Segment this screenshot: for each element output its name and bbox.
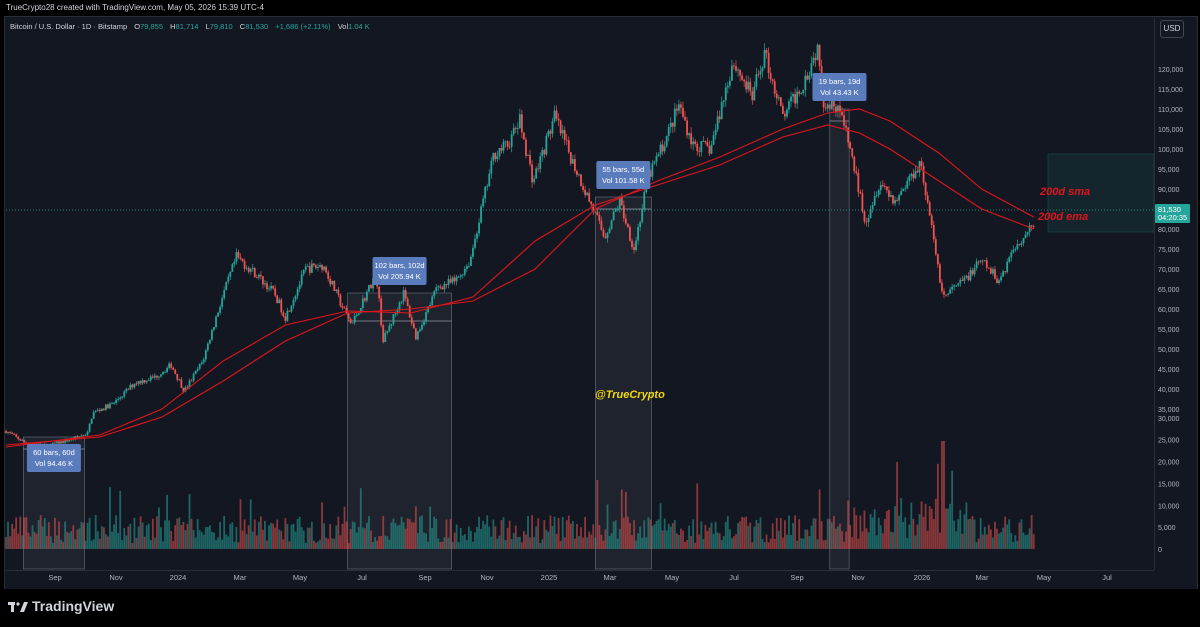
credit-text: TrueCrypto28 created with TradingView.co… [6,3,264,12]
bottom-bar [0,589,1200,627]
open-label: O [134,22,141,31]
low-value: 79,810 [209,22,233,31]
price-axis[interactable] [1154,18,1191,570]
tradingview-logo-icon [8,602,28,612]
volume-value: 1.04 K [348,22,370,31]
tradingview-brand[interactable]: TradingView [8,598,114,614]
top-bar: TrueCrypto28 created with TradingView.co… [0,0,1200,16]
low-label: L [205,22,210,31]
volume-label: Vol [337,22,349,31]
chart-legend: Bitcoin / U.S. Dollar · 1D · Bitstamp O7… [10,22,370,31]
open-value: 79,855 [140,22,164,31]
symbol-title[interactable]: Bitcoin / U.S. Dollar · 1D · Bitstamp [10,22,128,31]
change-value: +1,686 (+2.11%) [275,22,331,31]
currency-button[interactable]: USD [1160,20,1184,38]
time-axis[interactable] [6,570,1154,587]
chart-frame[interactable] [4,16,1198,590]
high-label: H [170,22,176,31]
high-value: 81,714 [175,22,199,31]
brand-name: TradingView [32,598,115,614]
close-value: 81,530 [245,22,269,31]
close-label: C [239,22,246,31]
